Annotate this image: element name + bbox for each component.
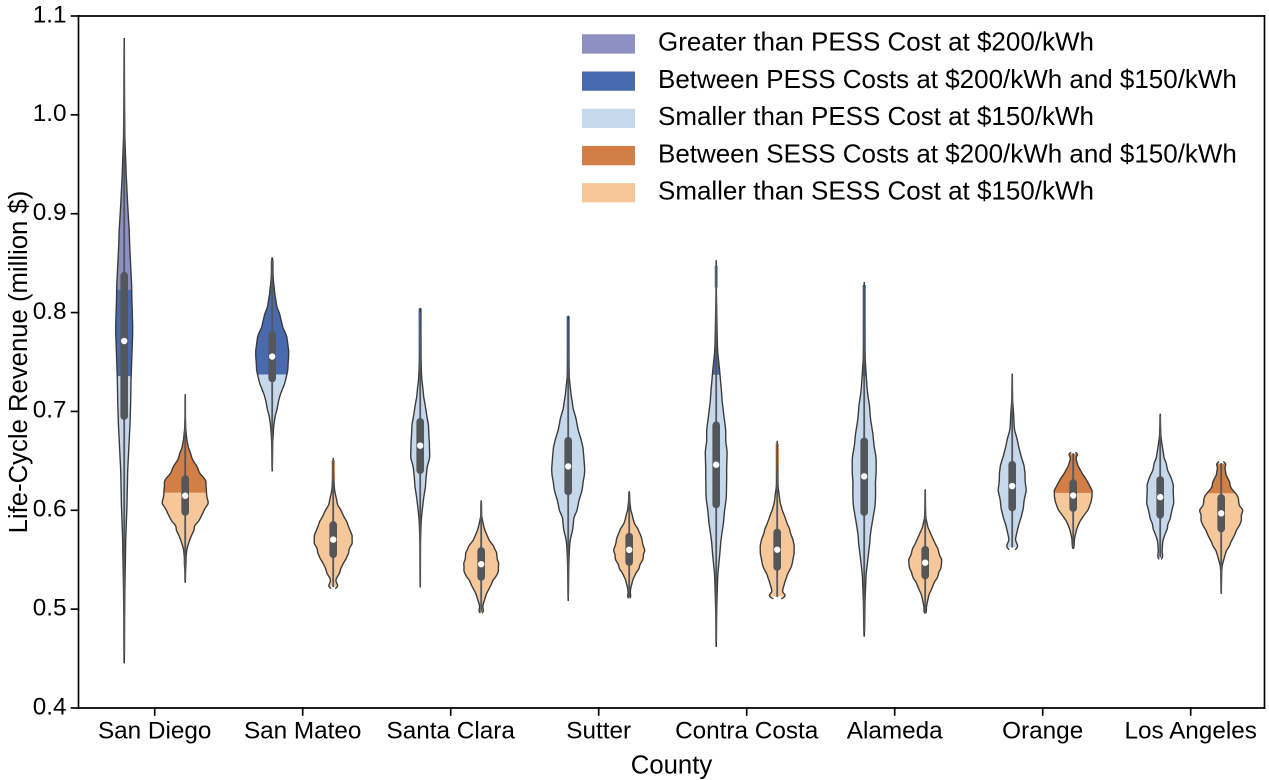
- svg-text:Contra Costa: Contra Costa: [675, 718, 819, 745]
- svg-text:Life-Cycle Revenue (million $): Life-Cycle Revenue (million $): [5, 191, 33, 534]
- svg-text:0.7: 0.7: [33, 397, 67, 424]
- svg-text:Smaller than PESS Cost at $150: Smaller than PESS Cost at $150/kWh: [658, 101, 1094, 131]
- svg-text:0.9: 0.9: [33, 199, 67, 226]
- svg-text:Smaller than SESS Cost at $150: Smaller than SESS Cost at $150/kWh: [658, 175, 1094, 205]
- svg-text:Greater than PESS Cost at $200: Greater than PESS Cost at $200/kWh: [658, 27, 1094, 57]
- svg-text:County: County: [631, 752, 713, 780]
- svg-text:Between SESS Costs at $200/kWh: Between SESS Costs at $200/kWh and $150/…: [658, 138, 1237, 168]
- svg-text:Between PESS Costs at $200/kWh: Between PESS Costs at $200/kWh and $150/…: [658, 64, 1237, 94]
- svg-text:0.5: 0.5: [33, 594, 67, 621]
- svg-text:San Mateo: San Mateo: [244, 718, 362, 745]
- svg-text:Los Angeles: Los Angeles: [1125, 718, 1257, 745]
- svg-text:1.1: 1.1: [33, 1, 67, 28]
- svg-text:Orange: Orange: [1002, 718, 1083, 745]
- svg-text:0.4: 0.4: [33, 693, 67, 720]
- svg-text:San Diego: San Diego: [98, 718, 211, 745]
- svg-text:Alameda: Alameda: [847, 718, 943, 745]
- svg-text:Sutter: Sutter: [566, 718, 631, 745]
- svg-text:0.6: 0.6: [33, 496, 67, 523]
- svg-text:1.0: 1.0: [33, 100, 67, 127]
- svg-text:0.8: 0.8: [33, 298, 67, 325]
- svg-text:Santa Clara: Santa Clara: [387, 718, 516, 745]
